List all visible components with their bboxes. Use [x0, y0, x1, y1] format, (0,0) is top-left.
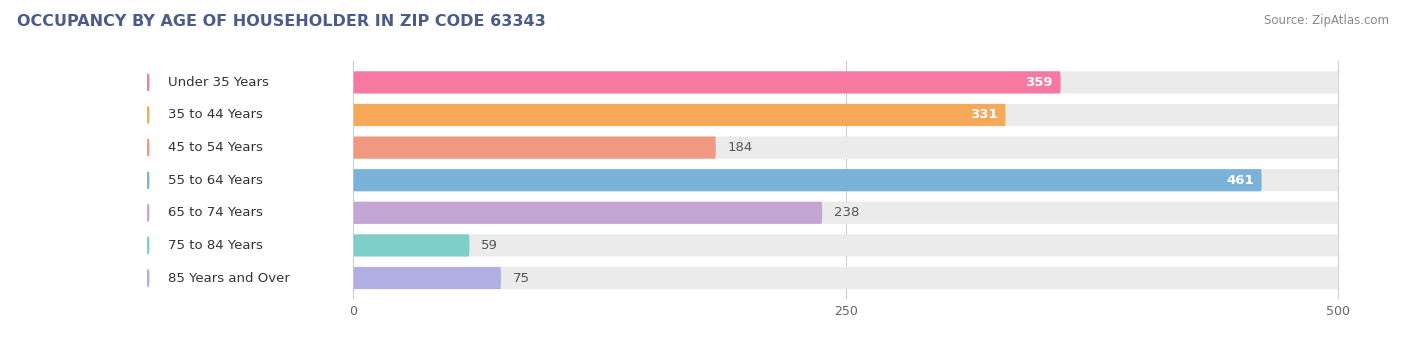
- FancyBboxPatch shape: [353, 202, 1339, 224]
- FancyBboxPatch shape: [353, 169, 1339, 191]
- FancyBboxPatch shape: [353, 267, 501, 289]
- Text: 75 to 84 Years: 75 to 84 Years: [167, 239, 263, 252]
- FancyBboxPatch shape: [127, 267, 353, 289]
- FancyBboxPatch shape: [127, 202, 353, 224]
- Text: 461: 461: [1226, 174, 1254, 187]
- FancyBboxPatch shape: [353, 104, 1339, 126]
- FancyBboxPatch shape: [127, 169, 353, 191]
- FancyBboxPatch shape: [127, 104, 353, 126]
- FancyBboxPatch shape: [353, 71, 1060, 94]
- FancyBboxPatch shape: [353, 234, 1339, 256]
- Text: 184: 184: [727, 141, 752, 154]
- Text: 359: 359: [1025, 76, 1053, 89]
- Text: 75: 75: [513, 272, 530, 285]
- Text: Source: ZipAtlas.com: Source: ZipAtlas.com: [1264, 14, 1389, 27]
- Text: 65 to 74 Years: 65 to 74 Years: [167, 206, 263, 219]
- FancyBboxPatch shape: [353, 267, 1339, 289]
- FancyBboxPatch shape: [353, 137, 1339, 159]
- Text: 55 to 64 Years: 55 to 64 Years: [167, 174, 263, 187]
- Text: 45 to 54 Years: 45 to 54 Years: [167, 141, 263, 154]
- FancyBboxPatch shape: [353, 137, 716, 159]
- Text: 35 to 44 Years: 35 to 44 Years: [167, 108, 263, 121]
- FancyBboxPatch shape: [353, 71, 1339, 94]
- Text: 331: 331: [970, 108, 997, 121]
- Text: 238: 238: [834, 206, 859, 219]
- Text: 85 Years and Over: 85 Years and Over: [167, 272, 290, 285]
- Text: OCCUPANCY BY AGE OF HOUSEHOLDER IN ZIP CODE 63343: OCCUPANCY BY AGE OF HOUSEHOLDER IN ZIP C…: [17, 14, 546, 29]
- FancyBboxPatch shape: [127, 234, 353, 256]
- Text: 59: 59: [481, 239, 498, 252]
- FancyBboxPatch shape: [353, 202, 823, 224]
- FancyBboxPatch shape: [127, 71, 353, 94]
- FancyBboxPatch shape: [353, 169, 1261, 191]
- FancyBboxPatch shape: [353, 104, 1005, 126]
- FancyBboxPatch shape: [127, 137, 353, 159]
- FancyBboxPatch shape: [353, 234, 470, 256]
- Text: Under 35 Years: Under 35 Years: [167, 76, 269, 89]
